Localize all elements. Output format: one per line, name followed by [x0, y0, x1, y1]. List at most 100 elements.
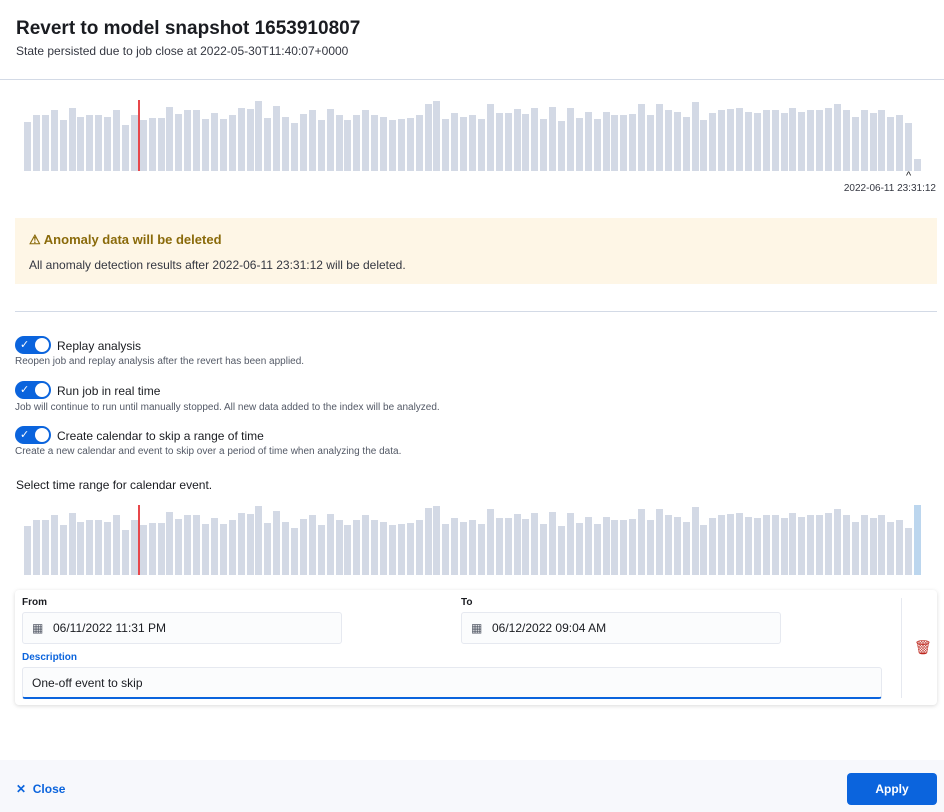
chart-bar — [291, 527, 298, 575]
chart-bar — [397, 118, 405, 171]
chart-bar — [700, 524, 708, 575]
apply-button[interactable]: Apply — [847, 773, 937, 805]
realtime-label: Run job in real time — [57, 384, 161, 398]
chart-bar — [522, 518, 530, 575]
chart-bar — [709, 518, 717, 575]
description-input[interactable]: One-off event to skip — [22, 667, 882, 699]
chart-bar — [584, 111, 592, 171]
chart-bar — [655, 509, 663, 575]
chart-bar — [32, 115, 40, 171]
chart-bar — [424, 508, 432, 575]
chart-bar — [629, 518, 637, 575]
chart-bar — [442, 118, 450, 171]
chart-bar — [611, 115, 619, 171]
chart-bar — [664, 110, 672, 171]
chart-bar — [460, 521, 468, 575]
chart-bar — [833, 104, 841, 171]
chart-bar — [744, 111, 752, 171]
replay-analysis-description: Reopen job and replay analysis after the… — [15, 356, 305, 367]
chart-bar — [228, 115, 236, 171]
chart-bar — [905, 123, 913, 171]
chart-bar — [869, 518, 877, 575]
to-label: To — [461, 597, 473, 608]
chart-bar — [41, 520, 49, 575]
trash-icon[interactable]: 🗑 — [914, 639, 932, 655]
chart-bar — [691, 102, 699, 171]
chart-bar — [798, 516, 806, 575]
chart-bar — [638, 104, 646, 171]
chart-bar — [460, 116, 468, 171]
chart-bar — [210, 518, 218, 575]
time-range-chart[interactable] — [16, 505, 922, 575]
chart-bar — [317, 524, 325, 575]
replay-analysis-toggle[interactable]: ✓ — [15, 336, 51, 354]
chart-bar — [549, 107, 557, 171]
chart-bar — [50, 515, 58, 575]
chart-bar — [798, 111, 806, 171]
chart-bar — [415, 115, 423, 171]
chart-bar — [887, 521, 895, 575]
chart-bar — [148, 118, 156, 171]
chart-bar — [807, 110, 815, 171]
chart-bar — [842, 110, 850, 171]
from-label: From — [22, 597, 47, 608]
check-icon: ✓ — [20, 339, 30, 351]
chart-bar — [842, 515, 850, 575]
chart-bar — [495, 113, 503, 171]
calendar-label: Create calendar to skip a range of time — [57, 429, 264, 443]
chart-bar — [113, 515, 120, 575]
chart-bar — [380, 521, 387, 575]
chart-bar — [264, 522, 272, 575]
chart-bar — [593, 523, 601, 575]
chart-bar — [86, 520, 94, 575]
chart-bar — [736, 107, 743, 171]
chart-bar — [380, 116, 387, 171]
chart-bar — [531, 107, 539, 171]
check-icon: ✓ — [20, 384, 30, 396]
chart-bar — [24, 526, 31, 575]
chart-bar — [77, 116, 85, 171]
chart-bar — [647, 520, 654, 575]
chart-bar — [504, 518, 512, 575]
chart-bar — [237, 512, 245, 575]
chart-bar — [780, 113, 788, 171]
chart-bar — [148, 522, 156, 575]
chart-bar — [59, 120, 67, 171]
chart-bar — [655, 104, 663, 171]
chart-bar — [469, 520, 476, 575]
close-button[interactable]: ✕ Close — [16, 782, 65, 796]
from-date-input[interactable]: ▦ 06/11/2022 11:31 PM — [22, 612, 342, 644]
chart-bar — [388, 120, 396, 171]
snapshot-marker — [137, 100, 140, 171]
realtime-toggle[interactable]: ✓ — [15, 381, 51, 399]
chart-bar — [762, 110, 770, 171]
chart-bar — [522, 113, 530, 171]
warning-title: Anomaly data will be deleted — [43, 232, 222, 247]
to-date-input[interactable]: ▦ 06/12/2022 09:04 AM — [461, 612, 781, 644]
chart-bar — [896, 520, 904, 575]
chart-bar — [77, 521, 85, 575]
chart-bar — [878, 110, 886, 171]
replay-analysis-label: Replay analysis — [57, 339, 142, 353]
chart-bar — [415, 520, 423, 575]
chart-bar — [291, 123, 298, 171]
chart-bar — [825, 512, 832, 575]
chart-bar — [584, 516, 592, 575]
chart-bar — [709, 113, 717, 171]
calendar-toggle[interactable]: ✓ — [15, 426, 51, 444]
chart-bar — [851, 521, 859, 575]
snapshot-chart[interactable] — [16, 100, 922, 171]
chart-bar — [602, 516, 610, 575]
chart-bar — [477, 523, 485, 575]
chart-bar — [718, 515, 726, 575]
page-title: Revert to model snapshot 1653910807 — [16, 18, 361, 39]
chart-bar — [486, 509, 494, 575]
chart-bar — [344, 120, 352, 171]
chart-bar — [353, 115, 361, 171]
chart-bar — [166, 107, 174, 171]
warning-text: All anomaly detection results after 2022… — [29, 258, 406, 272]
chart-bar — [469, 115, 476, 171]
chart-bar — [95, 520, 103, 575]
chart-bar — [682, 521, 690, 575]
description-label: Description — [22, 652, 78, 663]
